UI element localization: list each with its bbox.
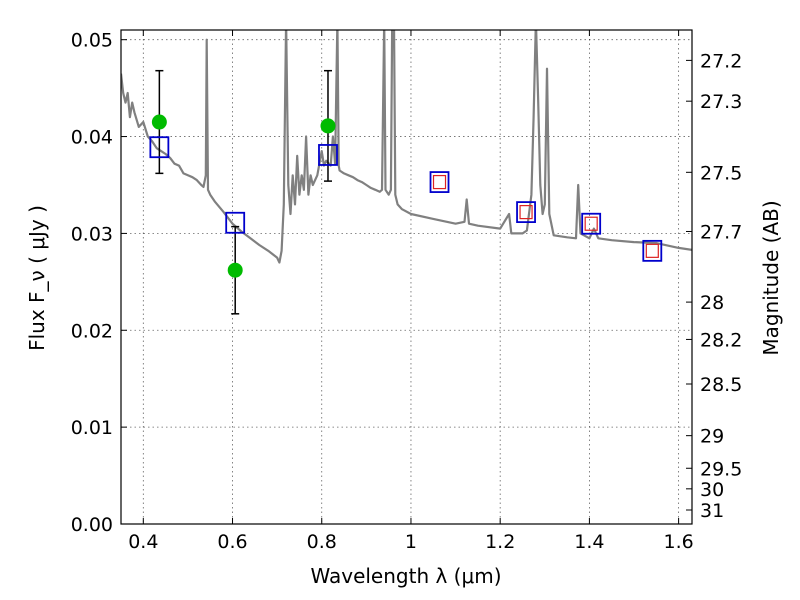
observed-nir-square <box>519 205 533 220</box>
y2-tick-label: 27.3 <box>700 91 742 113</box>
y2-tick-label: 28 <box>700 292 724 314</box>
photometry-point <box>227 262 243 278</box>
y-tick-label: 0.04 <box>71 127 113 149</box>
x-axis-title: Wavelength λ (μm) <box>310 564 501 588</box>
model-band-square <box>429 171 450 193</box>
x-tick-label: 1.6 <box>664 531 694 553</box>
y2-axis-title: Magnitude (AB) <box>759 200 783 355</box>
spectrum-layer <box>121 30 692 264</box>
model-band-square <box>516 201 536 224</box>
x-tick-label: 0.4 <box>128 531 158 553</box>
ticks-layer: 0.4 0.6 0.8 1 1.2 1.4 1.6 0.00 0.01 0.02 0.03 0.04 0… <box>71 30 743 553</box>
observed-nir-square <box>432 174 447 190</box>
y-tick-label: 0.02 <box>71 320 113 342</box>
model-band-square <box>318 144 338 166</box>
model-band-square <box>225 211 246 234</box>
spectrum-line <box>121 30 692 264</box>
y-axis-title: Flux F_ν ( μJy ) <box>25 205 49 351</box>
x-tick-label: 0.8 <box>307 531 337 553</box>
y2-tick-label: 29 <box>700 426 724 448</box>
y-tick-label: 0.00 <box>71 514 113 536</box>
observed-nir-square <box>645 243 659 258</box>
model-band-square <box>149 136 170 159</box>
photometry-point <box>320 118 336 134</box>
y-tick-label: 0.05 <box>71 30 113 52</box>
y2-tick-label: 27.5 <box>700 162 742 184</box>
y-tick-label: 0.01 <box>71 417 113 439</box>
y2-tick-label: 28.5 <box>700 374 742 396</box>
plot-frame <box>120 29 693 525</box>
observed-nir-square <box>584 216 598 231</box>
y2-tick-label: 27.2 <box>700 50 742 72</box>
photometry-point <box>151 114 167 130</box>
x-tick-label: 1.2 <box>485 531 515 553</box>
y2-tick-label: 27.7 <box>700 221 742 243</box>
x-tick-label: 1 <box>405 531 417 553</box>
points-layer <box>149 69 663 315</box>
model-band-square <box>581 212 602 235</box>
y2-tick-label: 30 <box>700 479 724 501</box>
y2-tick-label: 28.2 <box>700 329 742 351</box>
model-band-square <box>642 239 663 262</box>
y2-tick-label: 31 <box>700 500 724 522</box>
y-tick-label: 0.03 <box>71 223 113 245</box>
y2-tick-label: 29.5 <box>700 458 742 480</box>
x-tick-label: 1.4 <box>574 531 604 553</box>
x-tick-label: 0.6 <box>217 531 247 553</box>
